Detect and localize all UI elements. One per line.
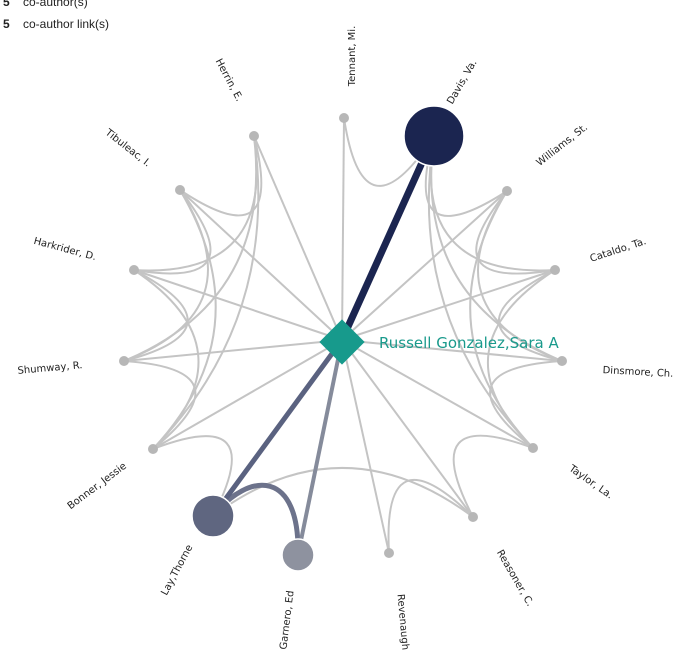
- coauthor-stats: 5 co-author(s) 5 co-author link(s): [0, 0, 200, 35]
- coauthor-label-cataldo[interactable]: Cataldo, Ta.: [589, 236, 648, 265]
- coauthor-label-taylor[interactable]: Taylor, La.: [566, 463, 615, 502]
- coauthor-node-shumway[interactable]: [119, 356, 129, 366]
- coauthor-node-harkrider[interactable]: [129, 265, 139, 275]
- coauthor-link-davis-taylor: [427, 135, 534, 449]
- coauthor-node-davis[interactable]: [403, 105, 465, 167]
- coauthor-link-count: 5: [3, 17, 10, 31]
- center-link-herrin: [253, 135, 343, 341]
- coauthor-label-reasoner[interactable]: Reasoner, C.: [494, 548, 535, 608]
- coauthor-label-bonner[interactable]: Bonner, Jessie: [66, 461, 129, 512]
- coauthor-link-count-row: 5 co-author link(s): [0, 13, 200, 35]
- center-link-revenaugh: [341, 339, 390, 554]
- coauthor-label-dinsmore[interactable]: Dinsmore, Ch.: [602, 365, 673, 380]
- coauthor-link-taylor-reasoner: [452, 434, 534, 518]
- coauthor-node-taylor[interactable]: [528, 443, 538, 453]
- coauthor-node-bonner[interactable]: [148, 444, 158, 454]
- center-link-harkrider: [133, 269, 343, 341]
- coauthor-link-reasoner-lay: [212, 466, 474, 518]
- coauthor-link-dinsmore-taylor: [489, 360, 563, 449]
- coauthor-node-tibuleac[interactable]: [175, 185, 185, 195]
- coauthor-label-herrin[interactable]: Herrin, E.: [213, 57, 245, 103]
- coauthor-link-bonner-shumway: [123, 360, 197, 450]
- center-link-garnero: [296, 339, 344, 556]
- coauthor-node-herrin[interactable]: [249, 131, 259, 141]
- coauthor-link-bonner-tibuleac: [152, 189, 217, 450]
- coauthor-center-links: [123, 117, 563, 554]
- center-link-reasoner: [341, 339, 474, 518]
- coauthor-node-dinsmore[interactable]: [557, 356, 567, 366]
- coauthor-label-williams[interactable]: Williams, St.: [535, 122, 590, 169]
- coauthor-label-davis[interactable]: Davis, Va.: [445, 58, 479, 106]
- coauthor-node-cataldo[interactable]: [550, 265, 560, 275]
- coauthor-node-garnero[interactable]: [281, 538, 315, 572]
- coauthor-label-tibuleac[interactable]: Tibuleac, I.: [102, 127, 152, 170]
- center-link-williams: [341, 190, 508, 341]
- coauthor-count: 5: [3, 0, 10, 9]
- coauthor-node-revenaugh[interactable]: [384, 548, 394, 558]
- coauthor-link-reasoner-revenaugh: [387, 478, 474, 554]
- coauthor-label-shumway[interactable]: Shumway, R.: [17, 360, 83, 377]
- coauthor-label-revenaugh[interactable]: Revenaugh: [395, 594, 411, 651]
- coauthor-link-count-label: co-author link(s): [23, 17, 110, 31]
- center-link-shumway: [123, 339, 343, 362]
- coauthor-node-reasoner[interactable]: [468, 512, 478, 522]
- coauthor-node-tennant[interactable]: [339, 113, 349, 123]
- coauthor-label-tennant[interactable]: Tennant, Mi.: [347, 26, 358, 88]
- coauthor-link-lay-bonner: [152, 435, 233, 517]
- coauthor-label-harkrider[interactable]: Harkrider, D.: [32, 236, 97, 263]
- center-author-label[interactable]: Russell Gonzalez,Sara A: [379, 334, 559, 352]
- center-link-taylor: [341, 339, 534, 449]
- center-link-dinsmore: [341, 339, 563, 362]
- coauthor-count-row: 5 co-author(s): [0, 0, 200, 13]
- center-link-bonner: [152, 339, 343, 450]
- coauthor-count-label: co-author(s): [23, 0, 88, 9]
- coauthor-link-shumway-tibuleac: [123, 189, 209, 362]
- center-link-cataldo: [341, 269, 556, 341]
- coauthor-label-lay[interactable]: Lay,Thorne: [159, 543, 195, 597]
- center-link-lay: [210, 338, 345, 518]
- center-link-tibuleac: [179, 189, 343, 341]
- center-link-davis: [338, 134, 438, 342]
- coauthor-nodes: [119, 105, 567, 572]
- coauthor-node-williams[interactable]: [502, 186, 512, 196]
- coauthor-link-tibuleac-herrin: [179, 135, 263, 217]
- coauthor-node-lay[interactable]: [191, 494, 235, 538]
- center-link-tennant: [341, 117, 345, 341]
- coauthor-label-garnero[interactable]: Garnero, Ed: [278, 590, 296, 650]
